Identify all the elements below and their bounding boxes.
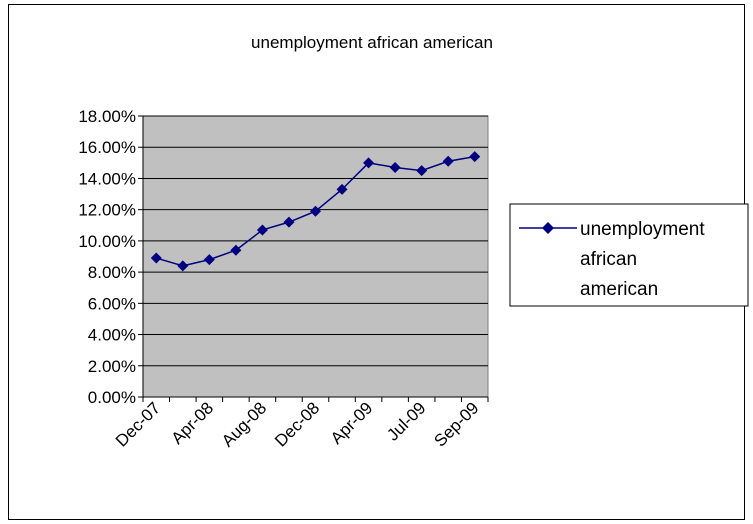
legend-label-line: unemployment xyxy=(580,219,705,240)
chart-title: unemployment african american xyxy=(251,33,493,52)
y-tick-label: 12.00% xyxy=(78,201,136,220)
y-tick-label: 2.00% xyxy=(88,357,136,376)
data-point-marker xyxy=(230,244,242,256)
data-point-marker xyxy=(150,252,162,264)
y-tick-label: 6.00% xyxy=(88,294,136,313)
y-tick-label: 4.00% xyxy=(88,326,136,345)
data-point-marker xyxy=(442,155,454,167)
data-point-marker xyxy=(256,224,268,236)
x-tick-label: Sep-09 xyxy=(430,398,482,450)
x-tick-label: Apr-09 xyxy=(327,398,377,448)
y-tick-label: 18.00% xyxy=(78,107,136,126)
legend-diamond-marker xyxy=(542,222,554,234)
plot-area xyxy=(142,115,489,398)
series-group xyxy=(150,151,481,272)
x-tick-label: Aug-08 xyxy=(218,398,270,450)
data-point-marker xyxy=(177,260,189,272)
y-tick-label: 16.00% xyxy=(78,138,136,157)
data-point-marker xyxy=(363,157,375,169)
y-axis-ticks: 0.00% 2.00% 4.00% 6.00% 8.00% 10.00% 12.00% 14.… xyxy=(78,107,143,407)
data-point-marker xyxy=(389,162,401,174)
y-tick-label: 14.00% xyxy=(78,169,136,188)
data-point-marker xyxy=(336,183,348,195)
y-tick-label: 8.00% xyxy=(88,263,136,282)
legend: unemployment african american xyxy=(509,203,749,307)
data-point-marker xyxy=(310,205,321,217)
y-tick-label: 10.00% xyxy=(78,232,136,251)
data-point-marker xyxy=(469,151,481,163)
legend-label-line: american xyxy=(580,279,658,300)
x-tick-label: Dec-08 xyxy=(271,398,323,450)
legend-label-line: african xyxy=(580,249,637,270)
data-point-marker xyxy=(283,216,295,228)
data-point-marker xyxy=(203,254,215,266)
legend-box xyxy=(509,203,749,307)
y-tick-label: 0.00% xyxy=(88,388,136,407)
data-point-marker xyxy=(416,165,428,177)
legend-label: unemployment african american xyxy=(580,219,705,300)
x-tick-label: Jul-09 xyxy=(383,398,429,444)
x-tick-label: Apr-08 xyxy=(168,398,218,448)
axes xyxy=(142,116,488,398)
x-axis-ticks: Dec-07 Apr-08 Aug-08 Dec-08 Apr-09 Jul-09 Sep-… xyxy=(112,397,489,451)
